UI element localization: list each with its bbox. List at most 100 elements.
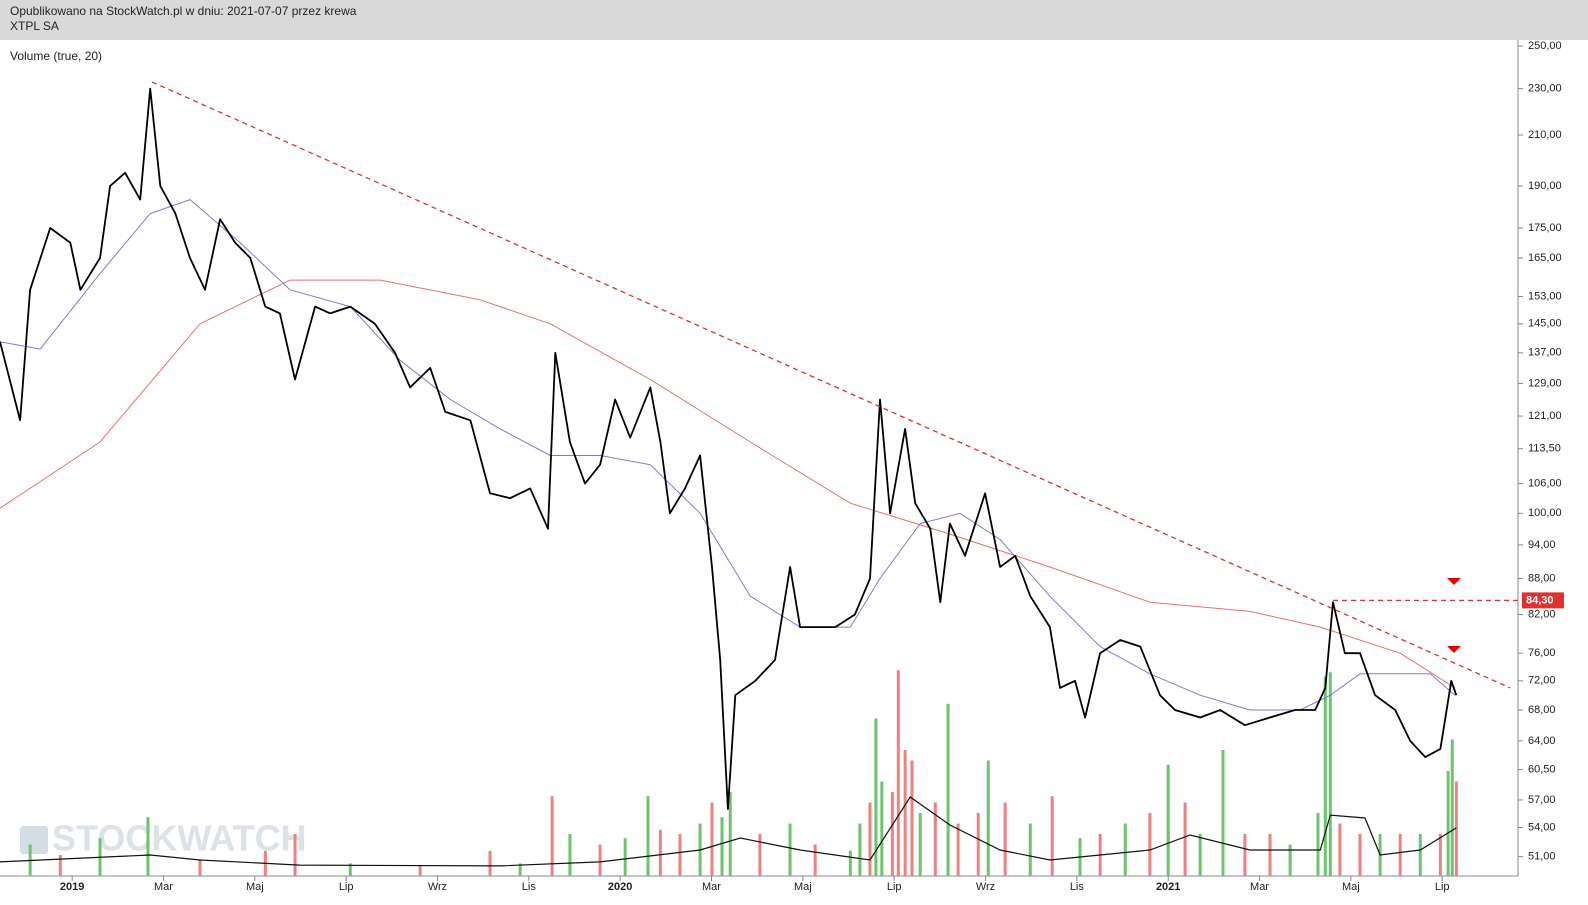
y-tick-label: 88,00 xyxy=(1528,572,1556,584)
price-line xyxy=(0,199,1456,711)
y-tick-label: 54,00 xyxy=(1528,821,1556,833)
volume-bar xyxy=(646,796,650,876)
x-tick-label: Lis xyxy=(1070,881,1085,893)
volume-bar xyxy=(1268,834,1272,876)
volume-bar xyxy=(1123,823,1127,876)
y-tick-label: 60,50 xyxy=(1528,763,1556,775)
x-tick-label: Mar xyxy=(1250,881,1269,893)
volume-bar xyxy=(58,855,62,876)
volume-bar xyxy=(1328,672,1332,876)
x-tick-label: 2020 xyxy=(608,881,632,893)
y-tick-label: 175,00 xyxy=(1528,222,1562,234)
y-tick-label: 210,00 xyxy=(1528,129,1562,141)
volume-bar xyxy=(1446,771,1450,876)
volume-bar xyxy=(933,802,937,876)
volume-bar xyxy=(146,817,150,876)
y-tick-label: 76,00 xyxy=(1528,647,1556,659)
volume-bar xyxy=(1003,802,1007,876)
volume-bar xyxy=(293,834,297,876)
x-tick-label: 2021 xyxy=(1156,881,1180,893)
volume-bar xyxy=(1221,750,1225,876)
indicator-label: Volume (true, 20) xyxy=(10,49,102,63)
volume-bar xyxy=(1358,834,1362,876)
volume-bar xyxy=(848,850,852,876)
volume-bar xyxy=(720,817,724,876)
level-label-box xyxy=(1522,592,1564,609)
volume-bar xyxy=(598,844,602,876)
x-tick-label: Maj xyxy=(246,881,264,893)
volume-bar xyxy=(1338,823,1342,876)
volume-bar xyxy=(418,865,422,876)
volume-bar xyxy=(348,863,352,876)
volume-bar xyxy=(728,792,732,876)
y-tick-label: 153,00 xyxy=(1528,290,1562,302)
x-tick-label: Maj xyxy=(1342,881,1360,893)
volume-bar xyxy=(1323,676,1327,876)
y-tick-label: 57,00 xyxy=(1528,794,1556,806)
volume-bar xyxy=(1288,844,1292,876)
header-band xyxy=(0,0,1588,40)
y-tick-label: 106,00 xyxy=(1528,477,1562,489)
volume-bar xyxy=(758,834,762,876)
x-tick-label: Mar xyxy=(702,881,721,893)
watermark: STOCKWATCH xyxy=(52,818,307,859)
volume-bar xyxy=(658,829,662,876)
y-tick-label: 94,00 xyxy=(1528,539,1556,551)
volume-bar xyxy=(1050,796,1054,876)
volume-bar xyxy=(1198,834,1202,876)
y-tick-label: 190,00 xyxy=(1528,180,1562,192)
volume-bar xyxy=(1166,764,1170,876)
volume-bar xyxy=(518,863,522,876)
price-line xyxy=(0,87,1458,810)
subtitle: Opublikowano na StockWatch.pl w dniu: 20… xyxy=(10,4,357,18)
y-tick-label: 230,00 xyxy=(1528,83,1562,95)
y-tick-label: 145,00 xyxy=(1528,318,1562,330)
x-tick-label: Lip xyxy=(887,881,902,893)
signal-marker xyxy=(1447,578,1461,585)
level-label: 84,30 xyxy=(1526,594,1554,606)
y-tick-label: 121,00 xyxy=(1528,410,1562,422)
volume-bar xyxy=(896,670,900,876)
volume-bar xyxy=(880,781,884,876)
volume-bar xyxy=(890,792,894,876)
volume-bar xyxy=(678,834,682,876)
x-tick-label: Lis xyxy=(522,881,537,893)
x-tick-label: Lip xyxy=(1435,881,1450,893)
volume-ma xyxy=(0,796,1457,867)
volume-bar xyxy=(858,823,862,876)
y-tick-label: 72,00 xyxy=(1528,675,1556,687)
volume-bar xyxy=(1148,813,1152,876)
volume-bar xyxy=(623,838,627,876)
watermark-icon xyxy=(20,826,48,854)
volume-bar xyxy=(1316,813,1320,876)
volume-bar xyxy=(550,796,554,876)
x-tick-label: Wrz xyxy=(428,881,447,893)
volume-bar xyxy=(910,760,914,876)
price-line xyxy=(0,279,1456,689)
volume-bar xyxy=(956,823,960,876)
volume-bar xyxy=(1450,739,1454,876)
volume-bar xyxy=(710,802,714,876)
volume-bar xyxy=(986,760,990,876)
volume-bar xyxy=(788,823,792,876)
volume-bar xyxy=(903,750,907,876)
volume-bar xyxy=(1243,834,1247,876)
volume-bar xyxy=(198,859,202,876)
volume-bar xyxy=(976,813,980,876)
x-tick-label: 2019 xyxy=(60,881,84,893)
trendline xyxy=(151,81,1511,689)
volume-bar xyxy=(946,703,950,876)
y-tick-label: 100,00 xyxy=(1528,507,1562,519)
y-tick-label: 68,00 xyxy=(1528,704,1556,716)
volume-bar xyxy=(1028,823,1032,876)
x-tick-label: Maj xyxy=(794,881,812,893)
volume-bar xyxy=(1398,834,1402,876)
signal-marker xyxy=(1447,646,1461,653)
volume-bar xyxy=(1454,781,1458,876)
volume-bar xyxy=(1418,834,1422,876)
y-tick-label: 165,00 xyxy=(1528,252,1562,264)
volume-bar xyxy=(874,718,878,876)
y-tick-label: 129,00 xyxy=(1528,377,1562,389)
volume-bar xyxy=(813,844,817,876)
